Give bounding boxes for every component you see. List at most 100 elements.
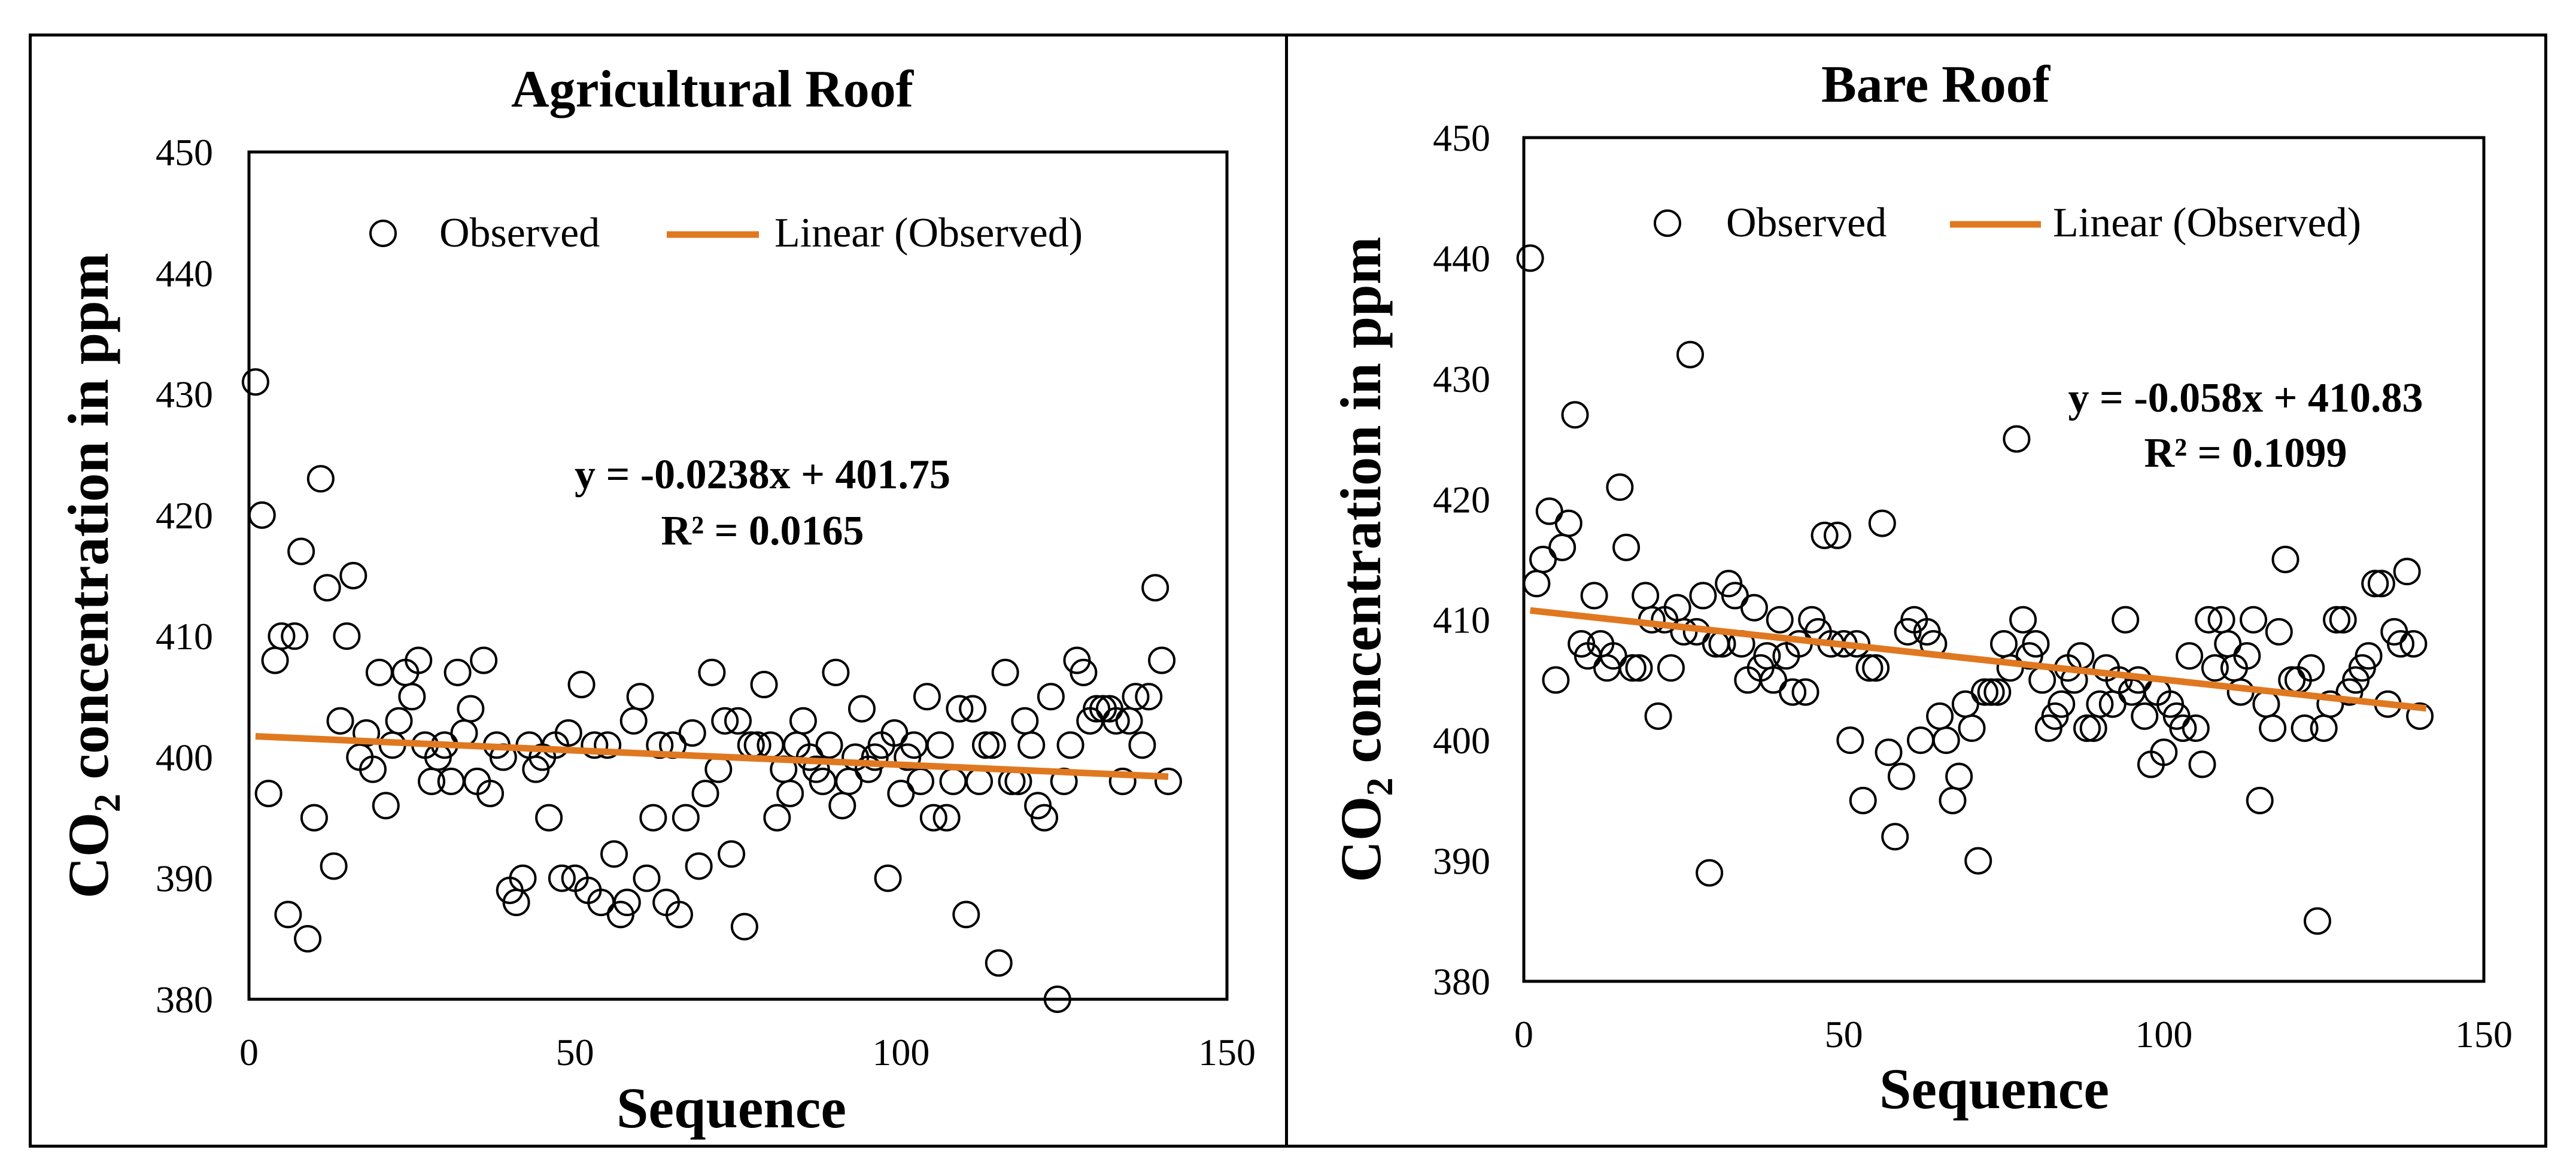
data-point	[1657, 654, 1685, 682]
data-point	[567, 671, 596, 699]
data-point	[1740, 594, 1768, 622]
data-point	[730, 912, 758, 941]
data-point	[2214, 630, 2242, 658]
data-point	[548, 864, 576, 892]
y-tick-label: 390	[1433, 840, 1490, 883]
data-point	[2297, 654, 2325, 682]
data-point	[306, 465, 335, 493]
data-point	[1011, 707, 1039, 735]
data-point	[932, 804, 961, 832]
data-point	[2086, 690, 2114, 718]
data-point	[1779, 678, 1807, 706]
data-point	[619, 707, 648, 735]
legend: Observed Linear (Observed)	[369, 210, 1083, 256]
y-tick-label: 390	[156, 857, 213, 900]
data-point	[2233, 642, 2261, 670]
data-point	[2303, 907, 2331, 935]
data-point	[2361, 570, 2389, 598]
data-point	[2131, 702, 2159, 730]
data-point	[1154, 767, 1182, 795]
legend-label-linear: Linear (Observed)	[2053, 200, 2361, 246]
data-point	[639, 804, 667, 832]
data-point	[385, 707, 413, 735]
data-point	[1516, 244, 1544, 272]
data-point	[470, 646, 498, 674]
data-point	[1990, 630, 2018, 658]
data-point	[965, 767, 994, 795]
data-point	[2278, 666, 2306, 694]
data-point	[1689, 582, 1717, 610]
x-tick-label: 150	[2455, 1013, 2513, 1056]
x-tick-label: 100	[872, 1031, 929, 1073]
data-point	[1083, 695, 1111, 723]
data-point	[665, 901, 693, 929]
data-point	[2323, 606, 2351, 634]
plot-area	[247, 150, 1229, 1001]
data-point	[1122, 683, 1150, 711]
data-point	[405, 646, 433, 674]
data-point	[919, 804, 947, 832]
legend-label-linear: Linear (Observed)	[774, 210, 1083, 256]
data-point	[2028, 666, 2056, 694]
data-point	[2195, 606, 2223, 634]
data-point	[1523, 570, 1551, 598]
y-tick-label: 430	[1433, 358, 1490, 400]
data-point	[633, 864, 661, 892]
data-point	[1535, 497, 1563, 525]
data-point	[2406, 702, 2434, 730]
data-point	[1625, 654, 1653, 682]
data-point	[2240, 606, 2268, 634]
data-point	[2003, 425, 2031, 453]
data-point	[847, 695, 876, 723]
data-point	[971, 731, 1000, 759]
data-point	[672, 804, 700, 832]
legend-label-observed: Observed	[1726, 200, 1887, 246]
x-axis-label: Sequence	[1879, 1057, 2109, 1121]
data-point	[1868, 509, 1896, 537]
data-point	[359, 755, 387, 783]
data-point	[913, 683, 941, 711]
data-point	[828, 792, 856, 820]
data-point	[1951, 690, 1979, 718]
legend-label-observed: Observed	[439, 210, 600, 256]
y-tick-label: 420	[156, 494, 213, 537]
data-point	[1970, 678, 1998, 706]
x-axis-label: Sequence	[616, 1076, 846, 1140]
data-point	[1017, 731, 1046, 759]
data-point	[646, 731, 674, 759]
data-point	[443, 658, 472, 686]
data-point	[835, 767, 863, 795]
data-point	[1612, 533, 1641, 561]
data-point	[1561, 401, 1589, 429]
x-tick-label: 50	[1825, 1013, 1863, 1056]
y-tick-label: 380	[1433, 960, 1490, 1003]
data-point	[326, 707, 354, 735]
x-tick-label: 100	[2135, 1013, 2192, 1056]
data-point	[1906, 726, 1934, 755]
data-point	[594, 731, 622, 759]
data-point	[554, 719, 582, 747]
data-point	[1644, 702, 1672, 730]
data-point	[952, 901, 980, 929]
trendline	[255, 733, 1169, 780]
data-point	[2246, 786, 2274, 814]
data-point	[1862, 654, 1890, 682]
y-tick-label: 400	[156, 736, 213, 778]
data-point	[626, 683, 654, 711]
data-point	[874, 864, 902, 892]
data-point	[1932, 726, 1960, 755]
data-point	[750, 671, 778, 699]
y-tick-label: 380	[156, 978, 213, 1021]
data-point	[300, 804, 328, 832]
data-point	[1875, 738, 1903, 766]
data-point	[398, 683, 426, 711]
data-point	[248, 501, 276, 529]
data-point	[320, 852, 348, 880]
y-tick-label: 420	[1433, 478, 1490, 521]
data-point	[704, 755, 733, 783]
data-point	[1958, 714, 1986, 742]
x-tick-label: 50	[556, 1031, 594, 1073]
data-point	[339, 562, 367, 589]
data-point	[535, 804, 563, 832]
